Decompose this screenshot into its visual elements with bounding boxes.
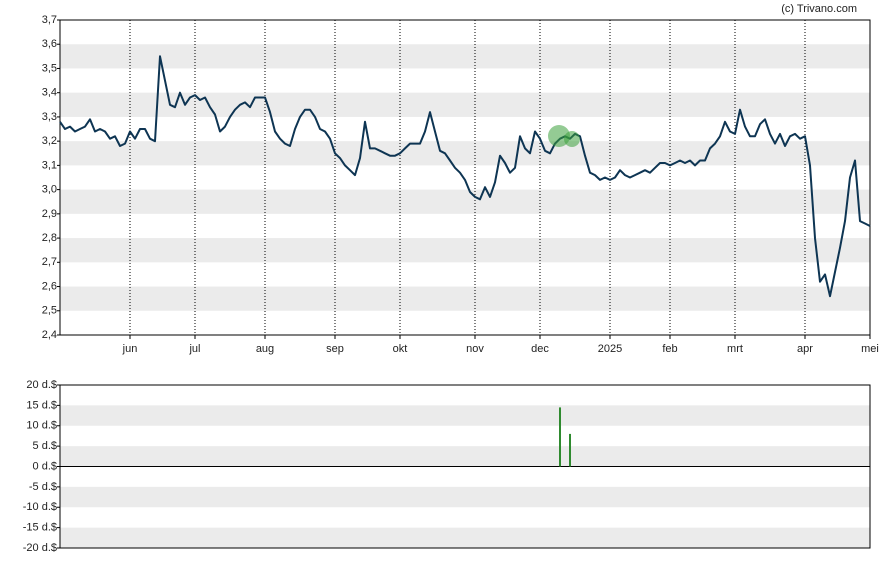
y-tick-label: 3,4: [42, 87, 57, 99]
x-tick-label: aug: [256, 343, 274, 355]
y-tick-label: 3,1: [42, 159, 57, 171]
y-tick-label: 2,6: [42, 280, 57, 292]
grid-band: [60, 238, 870, 263]
grid-band: [60, 527, 870, 548]
price-line: [59, 55, 871, 298]
grid-band: [60, 44, 870, 69]
y-tick-label: -5 d.$: [29, 481, 57, 493]
x-tick-label: mei: [861, 343, 879, 355]
x-tick-label: apr: [797, 343, 813, 355]
grid-band: [60, 141, 870, 166]
x-tick-label: 2025: [598, 343, 622, 355]
grid-band: [60, 486, 870, 508]
y-tick-label: 3,3: [42, 111, 57, 123]
x-tick-label: jun: [122, 343, 138, 355]
grid-band: [60, 189, 870, 214]
y-tick-label: 3,6: [42, 38, 57, 50]
grid-band: [60, 405, 870, 426]
y-tick-label: 2,4: [42, 329, 57, 341]
x-tick-label: feb: [662, 343, 677, 355]
grid-band: [60, 446, 870, 467]
y-tick-label: -15 d.$: [23, 522, 57, 534]
bar: [569, 433, 571, 467]
x-tick-label: nov: [466, 343, 484, 355]
y-tick-label: 5 d.$: [33, 440, 57, 452]
plot-frame: [59, 19, 871, 336]
y-tick-label: 3,2: [42, 135, 57, 147]
y-tick-label: 15 d.$: [26, 399, 57, 411]
y-tick-label: 3,7: [42, 14, 57, 26]
grid-band: [60, 286, 870, 311]
y-tick-label: 2,7: [42, 256, 57, 268]
y-tick-label: 3,5: [42, 62, 57, 74]
x-tick-label: sep: [326, 343, 344, 355]
y-tick-label: 2,9: [42, 208, 57, 220]
x-tick-label: okt: [393, 343, 408, 355]
y-tick-label: -20 d.$: [23, 542, 57, 554]
y-tick-label: 2,5: [42, 305, 57, 317]
x-tick-label: mrt: [727, 343, 743, 355]
y-tick-label: 20 d.$: [26, 379, 57, 391]
credit: (c) Trivano.com: [781, 3, 857, 15]
x-tick-label: dec: [531, 343, 549, 355]
y-tick-label: 3,0: [42, 184, 57, 196]
y-tick-label: 10 d.$: [26, 420, 57, 432]
y-tick-label: 0 d.$: [33, 460, 57, 472]
y-tick-label: 2,8: [42, 232, 57, 244]
event-marker: [564, 131, 580, 147]
bar: [559, 407, 561, 467]
x-tick-label: jul: [188, 343, 200, 355]
y-tick-label: -10 d.$: [23, 501, 57, 513]
